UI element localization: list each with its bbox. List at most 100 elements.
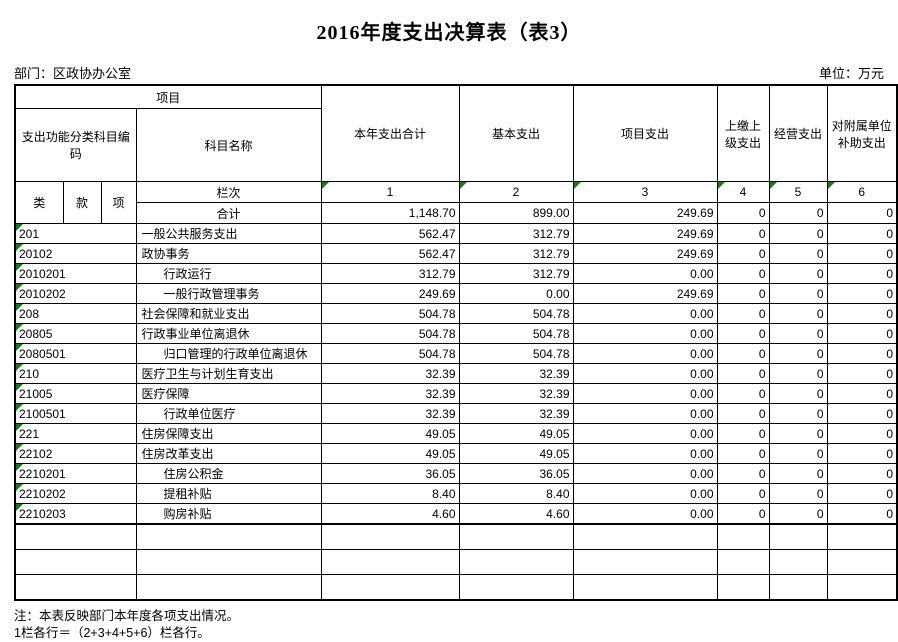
department-label: 部门：区政协办公室 xyxy=(14,66,132,81)
cell-year-total: 562.47 xyxy=(320,223,460,244)
cell-empty xyxy=(458,549,574,575)
cell-project: 0.00 xyxy=(572,403,718,424)
cell-empty xyxy=(135,523,322,550)
cell-project: 0.00 xyxy=(572,263,718,284)
cell-subject-name: 行政单位医疗 xyxy=(135,403,322,424)
cell-remit-upper: 0 xyxy=(716,463,770,484)
cell-remit-upper: 0 xyxy=(716,503,770,525)
cell-subject-name: 住房改革支出 xyxy=(135,443,322,464)
cell-subsidy: 0 xyxy=(826,503,898,525)
cell-function-code: 2210203 xyxy=(14,503,137,525)
cell-empty xyxy=(135,549,322,575)
cell-basic: 312.79 xyxy=(458,243,574,264)
cell-empty xyxy=(14,574,137,601)
cell-function-code: 2210201 xyxy=(14,463,137,484)
cell-subject-name: 政协事务 xyxy=(135,243,322,264)
cell-empty xyxy=(716,574,770,601)
table-row: 2080501 归口管理的行政单位离退休 504.78 504.78 0.00 0 0 0 xyxy=(14,343,898,364)
table-row: 221 住房保障支出 49.05 49.05 0.00 0 0 0 xyxy=(14,423,898,444)
cell-project: 249.69 xyxy=(572,283,718,304)
table-row: 2210201 住房公积金 36.05 36.05 0.00 0 0 0 xyxy=(14,463,898,484)
cell-empty xyxy=(716,523,770,550)
cell-empty xyxy=(14,523,137,550)
table-row: 20805 行政事业单位离退休 504.78 504.78 0.00 0 0 0 xyxy=(14,323,898,344)
cell-year-total: 504.78 xyxy=(320,303,460,324)
cell-project: 0.00 xyxy=(572,323,718,344)
cell-basic: 504.78 xyxy=(458,323,574,344)
header-lei: 类 xyxy=(14,181,64,224)
cell-subsidy: 0 xyxy=(826,403,898,424)
cell-subsidy: 0 xyxy=(826,303,898,324)
table-row: 22102 住房改革支出 49.05 49.05 0.00 0 0 0 xyxy=(14,443,898,464)
cell-year-total: 312.79 xyxy=(320,263,460,284)
total-row-label: 合计 xyxy=(135,202,322,224)
cell-project: 0.00 xyxy=(572,383,718,404)
cell-remit-upper: 0 xyxy=(716,363,770,384)
cell-empty xyxy=(320,523,460,550)
cell-empty xyxy=(14,549,137,575)
cell-subsidy: 0 xyxy=(826,223,898,244)
cell-function-code: 20805 xyxy=(14,323,137,344)
table-row: 201 一般公共服务支出 562.47 312.79 249.69 0 0 0 xyxy=(14,223,898,244)
cell-function-code: 2080501 xyxy=(14,343,137,364)
cell-basic: 0.00 xyxy=(458,283,574,304)
cell-subsidy: 0 xyxy=(826,463,898,484)
cell-empty xyxy=(768,574,828,601)
cell-remit-upper: 0 xyxy=(716,423,770,444)
cell-basic: 4.60 xyxy=(458,503,574,525)
total-subsidy: 0 xyxy=(826,202,898,224)
cell-operating: 0 xyxy=(768,483,828,504)
cell-empty xyxy=(826,574,898,601)
cell-empty xyxy=(572,523,718,550)
expenditure-final-accounts-table: 项目 本年支出合计 基本支出 项目支出 上缴上级支出 经营支出 对附属单位补助支… xyxy=(13,84,898,601)
note-line-2: 1栏各行＝（2+3+4+5+6）栏各行。 xyxy=(14,626,210,640)
cell-basic: 312.79 xyxy=(458,223,574,244)
cell-remit-upper: 0 xyxy=(716,243,770,264)
cell-function-code: 208 xyxy=(14,303,137,324)
cell-empty xyxy=(716,549,770,575)
page-title: 2016年度支出决算表（表3） xyxy=(316,22,582,44)
table-row: 2010201 行政运行 312.79 312.79 0.00 0 0 0 xyxy=(14,263,898,284)
cell-project: 0.00 xyxy=(572,363,718,384)
cell-basic: 32.39 xyxy=(458,383,574,404)
table-row: 2210203 购房补贴 4.60 4.60 0.00 0 0 0 xyxy=(14,503,898,525)
header-column-index-label: 栏次 xyxy=(135,181,322,203)
cell-project: 0.00 xyxy=(572,423,718,444)
table-row: 2100501 行政单位医疗 32.39 32.39 0.00 0 0 0 xyxy=(14,403,898,424)
cell-subsidy: 0 xyxy=(826,383,898,404)
cell-remit-upper: 0 xyxy=(716,383,770,404)
cell-project: 0.00 xyxy=(572,503,718,525)
cell-subject-name: 住房公积金 xyxy=(135,463,322,484)
cell-year-total: 32.39 xyxy=(320,383,460,404)
total-operating: 0 xyxy=(768,202,828,224)
table-row: 2010202 一般行政管理事务 249.69 0.00 249.69 0 0 0 xyxy=(14,283,898,304)
cell-subsidy: 0 xyxy=(826,243,898,264)
cell-basic: 312.79 xyxy=(458,263,574,284)
cell-operating: 0 xyxy=(768,503,828,525)
cell-function-code: 2210202 xyxy=(14,483,137,504)
cell-operating: 0 xyxy=(768,363,828,384)
cell-year-total: 49.05 xyxy=(320,443,460,464)
total-project: 249.69 xyxy=(572,202,718,224)
cell-operating: 0 xyxy=(768,303,828,324)
table-row-empty xyxy=(14,523,898,550)
cell-remit-upper: 0 xyxy=(716,283,770,304)
cell-project: 0.00 xyxy=(572,483,718,504)
header-kuan: 款 xyxy=(62,181,102,224)
cell-year-total: 49.05 xyxy=(320,423,460,444)
total-year-total: 1,148.70 xyxy=(320,202,460,224)
cell-year-total: 32.39 xyxy=(320,363,460,384)
cell-basic: 32.39 xyxy=(458,403,574,424)
cell-year-total: 249.69 xyxy=(320,283,460,304)
cell-remit-upper: 0 xyxy=(716,403,770,424)
cell-empty xyxy=(320,549,460,575)
cell-subsidy: 0 xyxy=(826,323,898,344)
header-expenditure-function-code: 支出功能分类科目编码 xyxy=(14,108,137,182)
cell-subject-name: 行政事业单位离退休 xyxy=(135,323,322,344)
column-index-4: 4 xyxy=(716,181,770,203)
cell-function-code: 221 xyxy=(14,423,137,444)
cell-subject-name: 行政运行 xyxy=(135,263,322,284)
cell-operating: 0 xyxy=(768,403,828,424)
cell-subject-name: 提租补贴 xyxy=(135,483,322,504)
table-row: 20102 政协事务 562.47 312.79 249.69 0 0 0 xyxy=(14,243,898,264)
